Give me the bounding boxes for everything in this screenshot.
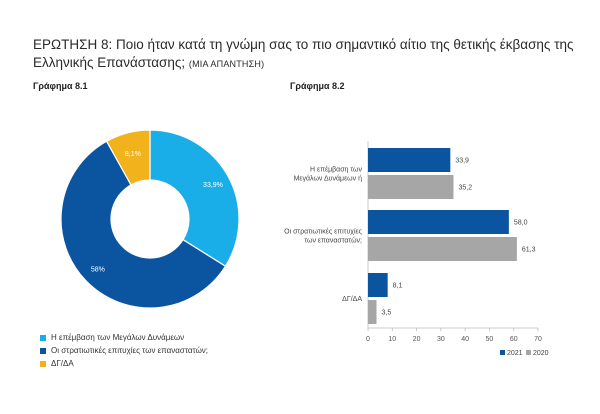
figure-8-1-label: Γράφημα 8.1 [33, 81, 88, 91]
legend-swatch [40, 360, 46, 367]
bar-legend-swatch-2020 [526, 350, 531, 355]
pie-legend: Η επέμβαση των Μεγάλων Δυνάμεων Οι στρατι… [40, 331, 208, 370]
category-label: Μεγάλων Δυνάμεων ή [294, 175, 363, 183]
x-tick-label: 70 [534, 336, 542, 343]
bar-2021-2 [368, 210, 509, 234]
category-label: των επαναστατών; [304, 237, 362, 245]
pie-slice-2 [60, 140, 227, 309]
x-tick-label: 40 [461, 336, 469, 343]
legend-item-1: Η επέμβαση των Μεγάλων Δυνάμεων [40, 331, 208, 344]
bar-value-label: 3,5 [382, 310, 392, 317]
question-text: ΕΡΩΤΗΣΗ 8: Ποιο ήταν κατά τη γνώμη σας τ… [33, 37, 574, 70]
x-tick-label: 50 [486, 336, 494, 343]
x-tick-label: 60 [510, 336, 518, 343]
legend-label: Οι στρατιωτικές επιτυχίες των επαναστατώ… [51, 346, 209, 355]
bar-value-label: 58,0 [514, 220, 528, 227]
bar-value-label: 8,1 [393, 283, 403, 290]
category-label: ΔΓ/ΔΑ [342, 296, 362, 303]
bar-legend-label-2021: 2021 [507, 350, 523, 357]
bar-2021-3 [368, 273, 388, 297]
figure-8-2-label: Γράφημα 8.2 [290, 81, 345, 91]
pie-label-3: 8,1% [125, 151, 141, 158]
bar-2020-2 [368, 237, 517, 261]
bar-legend-swatch-2021 [500, 350, 505, 355]
legend-item-3: ΔΓ/ΔΑ [40, 357, 208, 370]
bar-2020-1 [368, 175, 454, 199]
pie-slice-3 [105, 129, 151, 186]
legend-label: ΔΓ/ΔΑ [51, 359, 74, 368]
x-tick-label: 20 [413, 336, 421, 343]
pie-slice-1 [149, 129, 240, 268]
bar-value-label: 33,9 [455, 158, 469, 165]
bar-legend-label-2020: 2020 [533, 350, 549, 357]
x-tick-label: 10 [388, 336, 396, 343]
pie-label-2: 58% [91, 267, 105, 274]
bar-2020-3 [368, 300, 377, 324]
legend-label: Η επέμβαση των Μεγάλων Δυνάμεων [51, 333, 185, 342]
pie-label-1: 33,9% [203, 182, 223, 189]
legend-item-2: Οι στρατιωτικές επιτυχίες των επαναστατώ… [40, 344, 208, 357]
legend-swatch [40, 347, 46, 354]
x-tick-label: 30 [437, 336, 445, 343]
category-label: Οι στρατιωτικές επιτυχίες [284, 228, 362, 236]
question-note: (ΜΙΑ ΑΠΑΝΤΗΣΗ) [188, 59, 265, 69]
bar-value-label: 61,3 [522, 247, 536, 254]
question-title: ΕΡΩΤΗΣΗ 8: Ποιο ήταν κατά τη γνώμη σας τ… [33, 36, 578, 73]
bar-2021-1 [368, 148, 451, 172]
bar-value-label: 35,2 [458, 185, 472, 192]
x-tick-label: 0 [366, 336, 370, 343]
category-label: Η επέμβαση των [310, 166, 362, 174]
legend-swatch [40, 334, 46, 341]
